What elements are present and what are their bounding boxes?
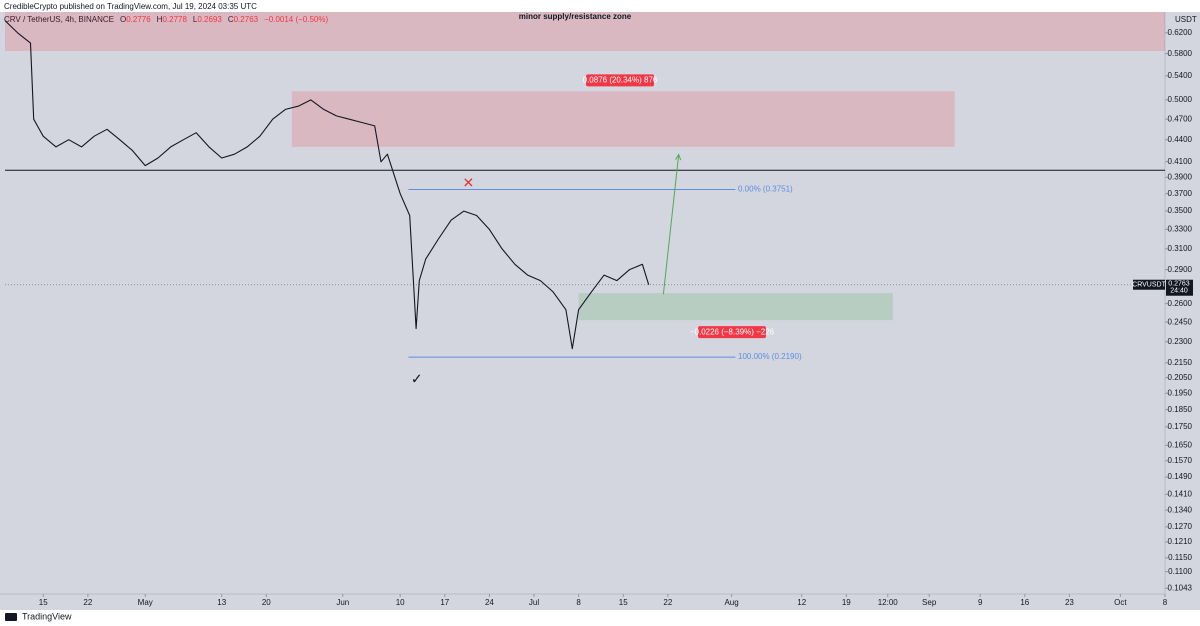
x-tick-label: 9 <box>978 598 983 607</box>
x-tick-label: May <box>138 598 153 607</box>
zone-tag <box>698 326 766 339</box>
zone-label: 0.0876 (20.34%) 876 <box>583 75 658 84</box>
y-tick-label: 0.2300 <box>1168 337 1193 346</box>
y-tick-label: 0.1270 <box>1168 522 1193 531</box>
x-tick-label: Aug <box>724 598 738 607</box>
symbol-tag-bg <box>1133 279 1165 290</box>
y-tick-label: 0.1100 <box>1168 567 1192 576</box>
symbol-tag: CRVUSDT <box>1132 282 1166 289</box>
y-tick-label: 0.1043 <box>1168 583 1193 592</box>
y-tick-label: 0.1850 <box>1168 405 1193 414</box>
y-tick-label: 0.2150 <box>1168 358 1193 367</box>
ohlc-key: O <box>120 15 126 24</box>
ohlc-key: H <box>157 15 163 24</box>
x-tick-label: 17 <box>440 598 449 607</box>
logo-icon <box>5 613 17 621</box>
x-tick-label: 22 <box>663 598 672 607</box>
x-tick-label: 15 <box>619 598 628 607</box>
ohlc-value: 0.2778 <box>162 15 187 24</box>
y-tick-label: 0.5800 <box>1168 49 1193 58</box>
countdown: 24:40 <box>1170 288 1188 295</box>
y-tick-label: 0.5000 <box>1168 95 1193 104</box>
plot: CRV / TetherUS, 4h, BINANCE O0.2776 H0.277… <box>4 12 1193 621</box>
chart-symbol: ✕ <box>462 174 474 190</box>
y-tick-label: 0.1570 <box>1168 456 1193 465</box>
y-tick-label: 0.2050 <box>1168 373 1193 382</box>
zone-tag <box>586 74 654 87</box>
y-tick-label: 0.1650 <box>1168 440 1193 449</box>
y-tick-label: 0.2900 <box>1168 265 1193 274</box>
fib-label: 0.00% (0.3751) <box>738 185 793 194</box>
ohlc-key: L <box>193 15 198 24</box>
x-tick-label: Oct <box>1114 598 1127 607</box>
y-tick-label: 0.1150 <box>1168 553 1192 562</box>
fib-label: 100.00% (0.2190) <box>738 352 802 361</box>
axis-unit: USDT <box>1175 15 1197 24</box>
x-tick-label: 20 <box>262 598 271 607</box>
y-tick-label: 0.3700 <box>1168 189 1193 198</box>
symbol-line: CRV / TetherUS, 4h, BINANCE O0.2776 H0.277… <box>4 15 328 24</box>
x-tick-label: 24 <box>485 598 494 607</box>
y-tick-label: 0.5400 <box>1168 71 1193 80</box>
x-tick-label: 8 <box>1163 598 1168 607</box>
x-tick-label: Jul <box>529 598 539 607</box>
zone-label: minor supply/resistance zone <box>519 12 632 21</box>
y-tick-label: 0.6200 <box>1168 28 1193 37</box>
x-tick-label: 19 <box>842 598 851 607</box>
x-tick-label: 12:00 <box>878 598 899 607</box>
change: −0.0014 (−0.50%) <box>264 15 328 24</box>
last-price-tag-bg <box>1166 279 1193 296</box>
x-tick-label: 16 <box>1020 598 1029 607</box>
last-price-tag: 0.2763 <box>1168 281 1190 288</box>
y-tick-label: 0.3100 <box>1168 244 1193 253</box>
zone-label: −0.0226 (−8.39%) −226 <box>690 327 775 336</box>
arrow-head <box>675 153 682 161</box>
x-tick-label: Jun <box>336 598 349 607</box>
x-tick-label: 22 <box>83 598 92 607</box>
y-tick-label: 0.3900 <box>1168 172 1193 181</box>
y-tick-label: 0.2450 <box>1168 317 1193 326</box>
y-tick-label: 0.2600 <box>1168 299 1193 308</box>
y-tick-label: 0.1950 <box>1168 388 1193 397</box>
y-tick-label: 0.4100 <box>1168 157 1193 166</box>
ohlc-key: C <box>228 15 234 24</box>
x-tick-label: 10 <box>396 598 405 607</box>
ohlc-value: 0.2763 <box>234 15 259 24</box>
x-tick-label: 8 <box>576 598 581 607</box>
y-tick-label: 0.4400 <box>1168 135 1193 144</box>
y-tick-label: 0.1210 <box>1168 537 1193 546</box>
price-line <box>4 20 650 350</box>
ohlc-value: 0.2776 <box>126 15 151 24</box>
y-tick-label: 0.1340 <box>1168 505 1193 514</box>
zone <box>5 12 1165 51</box>
x-tick-label: 23 <box>1065 598 1074 607</box>
footer-logo: TradingView <box>22 611 72 621</box>
projection-arrow <box>662 154 680 295</box>
y-tick-label: 0.3300 <box>1168 224 1193 233</box>
chart-symbol: ✓ <box>411 370 423 386</box>
x-tick-label: 15 <box>39 598 48 607</box>
ohlc-value: 0.2693 <box>197 15 222 24</box>
symbol: CRV / TetherUS, 4h, BINANCE <box>4 15 114 24</box>
x-tick-label: Sep <box>922 598 937 607</box>
y-tick-label: 0.1410 <box>1168 489 1193 498</box>
publisher: CredibleCrypto published on TradingView.… <box>4 2 257 11</box>
zone <box>578 293 893 321</box>
y-tick-label: 0.3500 <box>1168 206 1193 215</box>
y-tick-label: 0.1490 <box>1168 472 1193 481</box>
plot-background <box>0 12 1200 610</box>
zone <box>291 91 955 147</box>
x-tick-label: 12 <box>797 598 806 607</box>
y-tick-label: 0.1750 <box>1168 422 1193 431</box>
x-tick-label: 13 <box>217 598 226 607</box>
y-tick-label: 0.4700 <box>1168 114 1193 123</box>
